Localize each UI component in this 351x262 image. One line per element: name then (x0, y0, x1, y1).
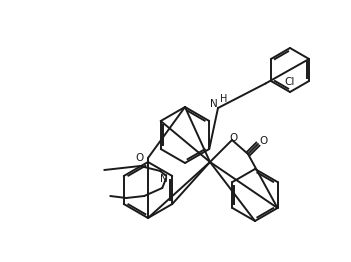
Text: O: O (230, 133, 238, 143)
Text: Cl: Cl (285, 77, 295, 87)
Text: O: O (259, 136, 267, 146)
Text: N: N (210, 99, 218, 109)
Text: H: H (220, 94, 227, 104)
Text: N: N (160, 174, 168, 184)
Text: O: O (136, 153, 144, 163)
